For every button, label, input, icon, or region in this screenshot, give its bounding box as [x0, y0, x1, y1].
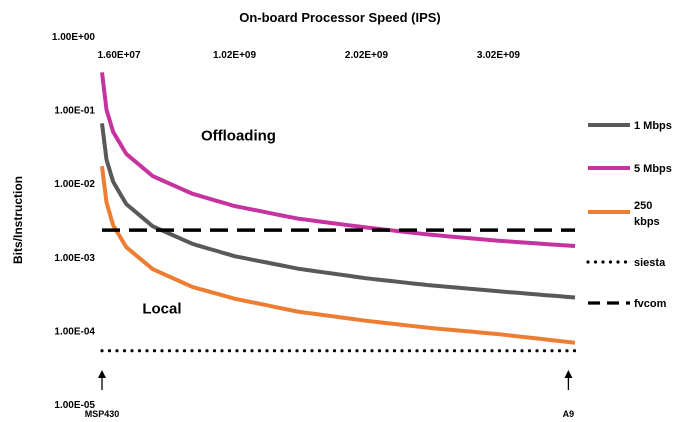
y-tick-label: 1.00E-04 — [54, 326, 95, 337]
x-tick-label: 1.02E+09 — [213, 50, 257, 61]
chart-title: On-board Processor Speed (IPS) — [239, 10, 441, 25]
y-tick-label: 1.00E+00 — [52, 32, 96, 43]
y-tick-label: 1.00E-02 — [54, 179, 95, 190]
series-line-250-kbps — [100, 165, 576, 345]
annotation-arrowhead — [98, 370, 106, 378]
series-line-5-mbps — [100, 72, 576, 248]
x-tick-label: 2.02E+09 — [345, 50, 389, 61]
series-line-1-mbps — [100, 123, 576, 300]
legend-label: 5 Mbps — [634, 163, 672, 175]
annotation-label: MSP430 — [85, 409, 120, 419]
y-tick-label: 1.00E-01 — [54, 106, 95, 117]
y-axis-label: Bits/Instruction — [11, 176, 25, 264]
x-tick-label: 3.02E+09 — [477, 50, 521, 61]
annotation-label: Local — [142, 300, 181, 317]
annotation-label: Offloading — [201, 128, 276, 145]
y-tick-labels: 1.00E+00 1.00E-01 1.00E-02 1.00E-03 1.00E-04… — [52, 32, 96, 411]
plot-lines — [100, 72, 577, 353]
annotation-arrowhead — [564, 370, 573, 378]
y-tick-label: 1.00E-05 — [54, 400, 95, 411]
annotations: Offloading Local MSP430 A9 — [85, 128, 574, 419]
legend-label: siesta — [634, 257, 666, 269]
x-tick-label: 1.60E+07 — [97, 50, 141, 61]
legend-label: fvcom — [634, 298, 667, 310]
legend-label: 1 Mbps — [634, 120, 672, 132]
legend: 1 Mbps 5 Mbps 250 kbps siesta fvcom — [586, 120, 672, 310]
legend-label: 250 kbps — [634, 200, 660, 228]
y-tick-label: 1.00E-03 — [54, 253, 95, 264]
x-tick-labels: 1.60E+07 1.02E+09 2.02E+09 3.02E+09 — [97, 50, 520, 61]
annotation-label: A9 — [563, 409, 575, 419]
